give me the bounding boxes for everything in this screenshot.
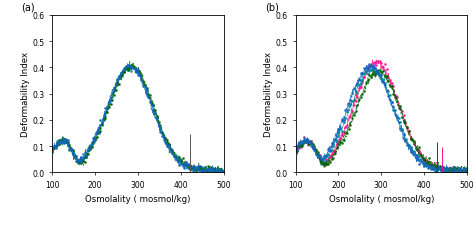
Y-axis label: Deformability Index: Deformability Index [20,52,29,137]
X-axis label: Osmolality ( mosmol/kg): Osmolality ( mosmol/kg) [328,195,434,204]
Text: (a): (a) [21,3,35,13]
X-axis label: Osmolality ( mosmol/kg): Osmolality ( mosmol/kg) [85,195,191,204]
Text: (b): (b) [264,3,279,13]
Y-axis label: Deformability Index: Deformability Index [264,52,273,137]
